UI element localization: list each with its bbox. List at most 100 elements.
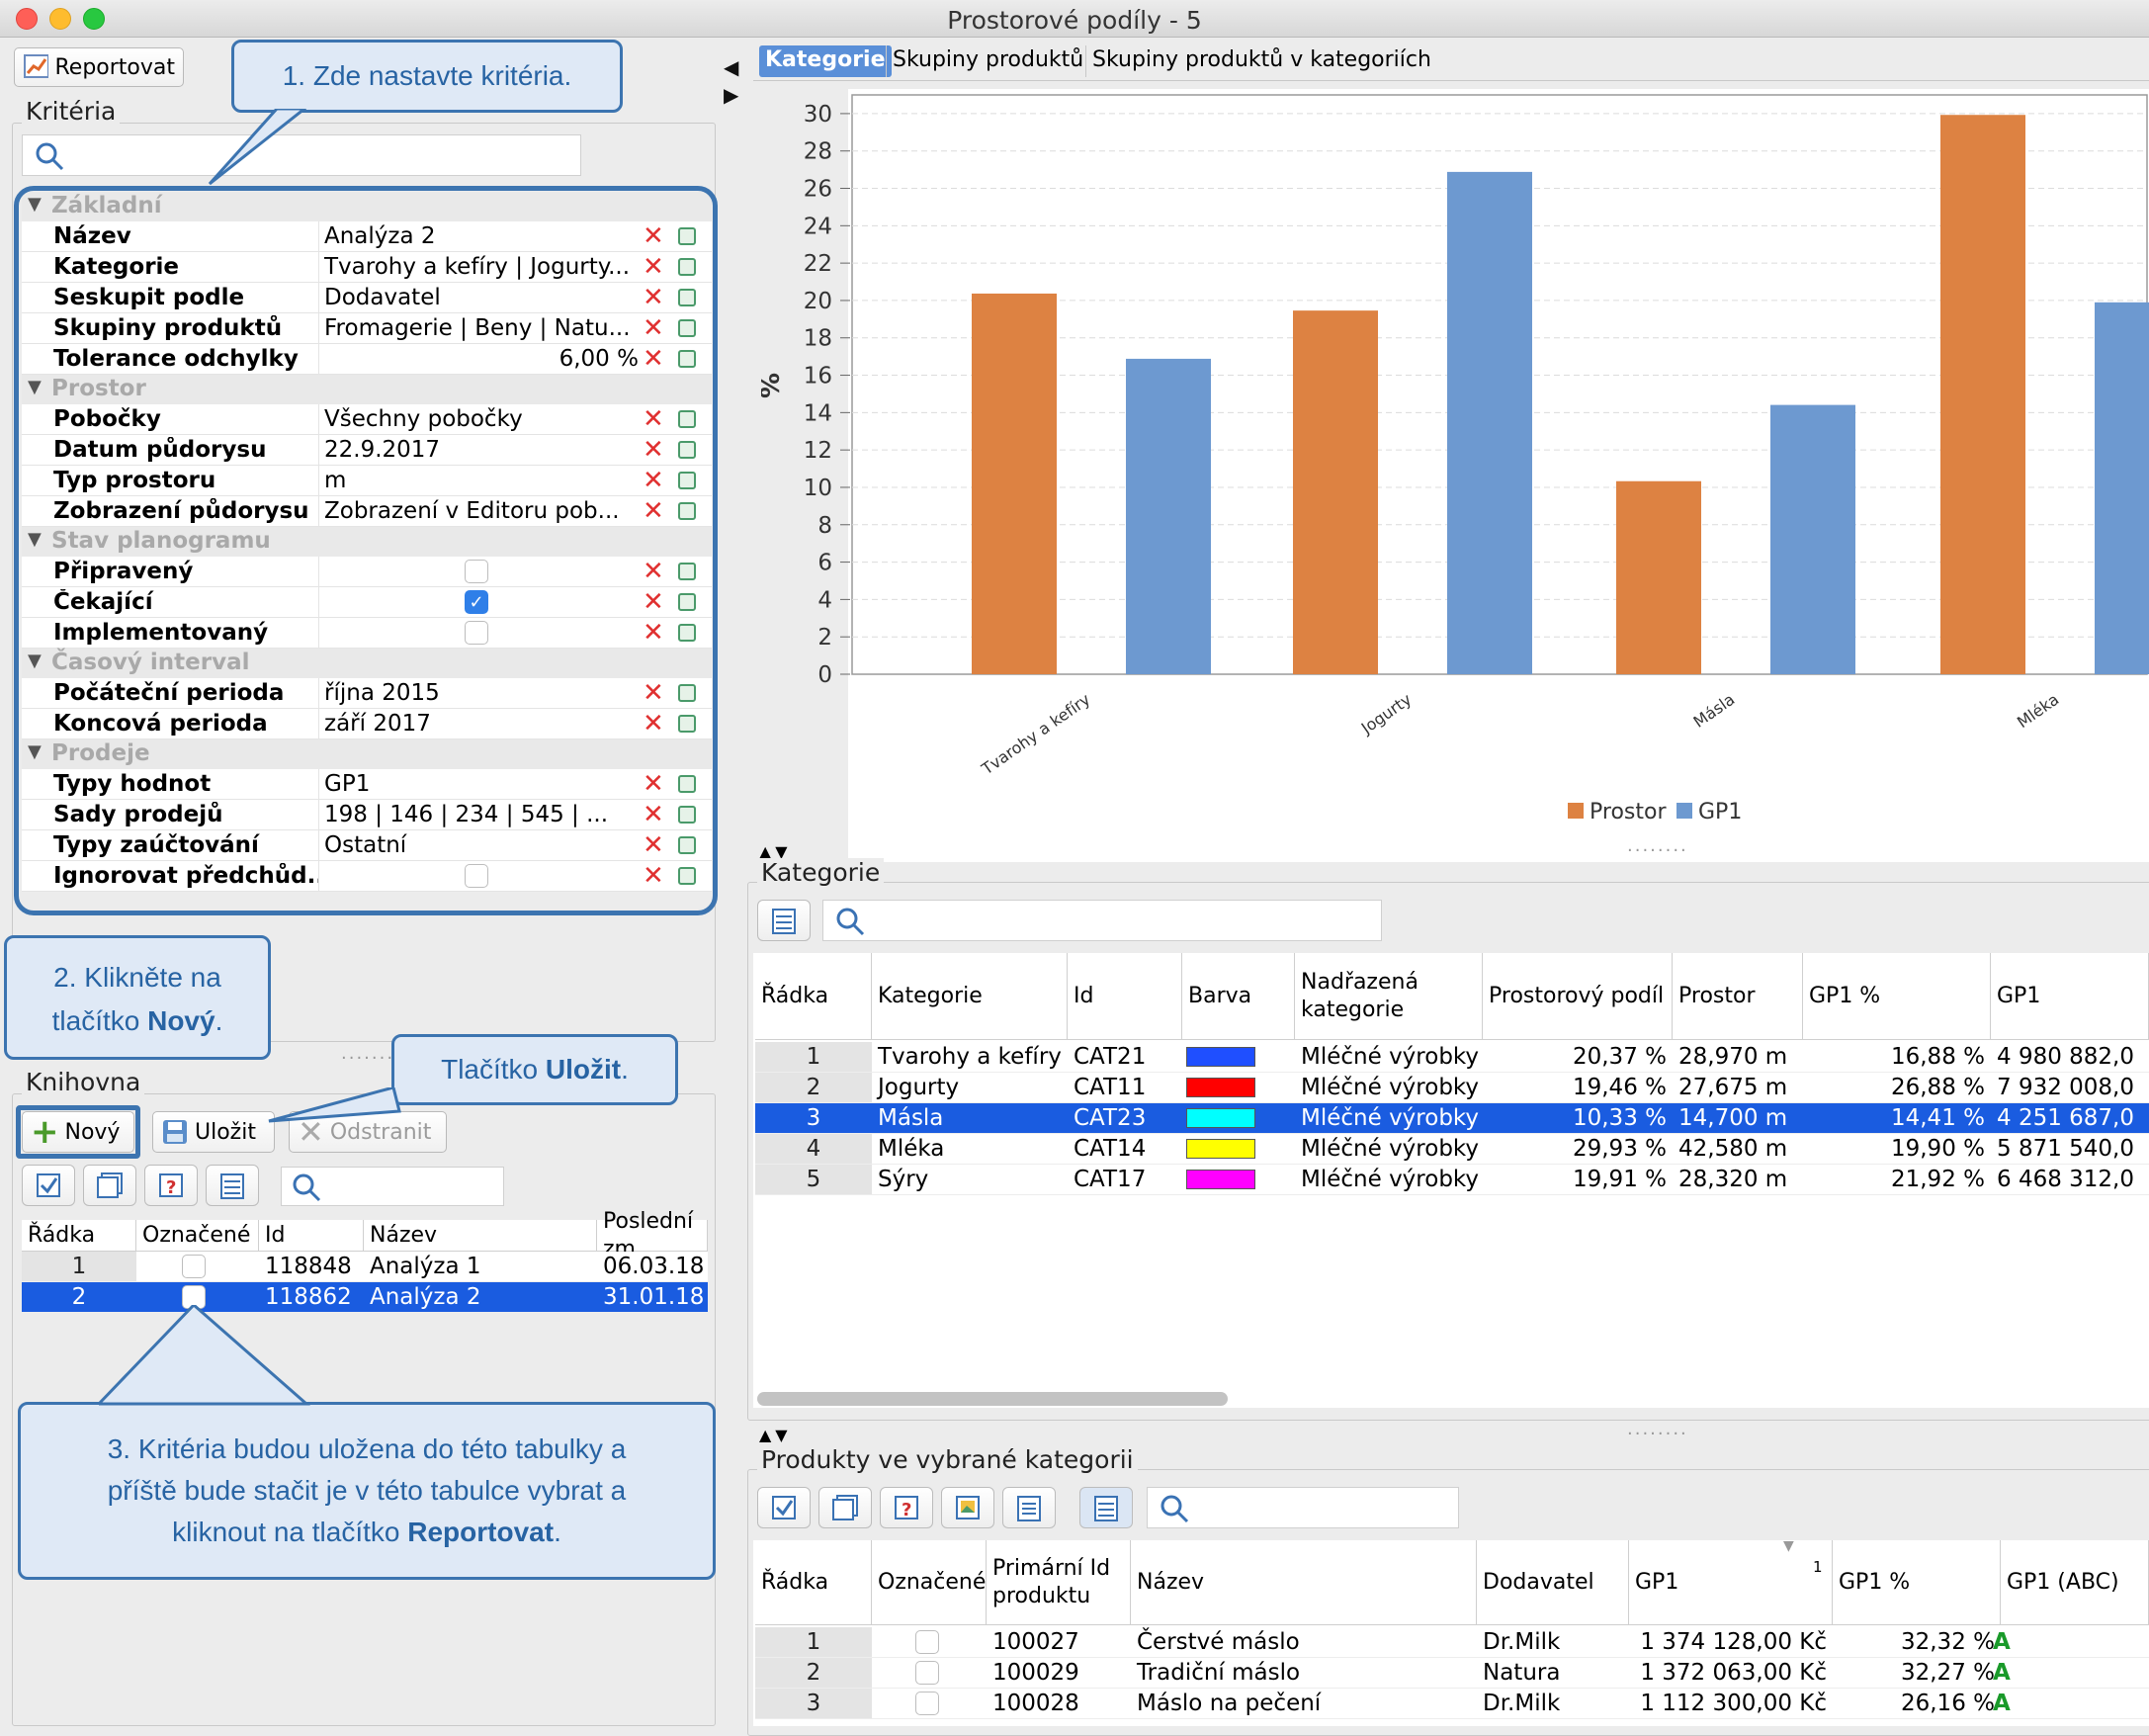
criteria-checkbox[interactable] — [465, 864, 488, 888]
edit-icon[interactable] — [678, 472, 696, 489]
criteria-row[interactable]: Seskupit podle Dodavatel ✕ — [22, 283, 712, 313]
save-button[interactable]: Uložit — [152, 1111, 275, 1153]
clear-x-icon[interactable]: ✕ — [643, 313, 664, 343]
products-list-button[interactable] — [1002, 1487, 1056, 1528]
column-header[interactable]: Primární Id produktu — [987, 1540, 1131, 1624]
products-check-all-button[interactable] — [757, 1487, 811, 1528]
clear-x-icon[interactable]: ✕ — [643, 800, 664, 829]
clear-x-icon[interactable]: ✕ — [643, 466, 664, 495]
products-export-button[interactable] — [1079, 1487, 1133, 1528]
splitter-handle[interactable]: ········ — [1627, 840, 1688, 861]
criteria-section-header[interactable]: ▼ Časový interval — [22, 649, 712, 678]
invert-selection-button[interactable]: ? — [144, 1165, 198, 1206]
criteria-row[interactable]: Typy hodnot GP1 ✕ — [22, 769, 712, 800]
edit-icon[interactable] — [678, 684, 696, 702]
column-header[interactable]: Prostor — [1673, 953, 1803, 1039]
column-header[interactable]: Název — [364, 1220, 597, 1251]
column-header[interactable]: Řádka — [22, 1220, 136, 1251]
expand-triangle-icon[interactable]: ▼ — [28, 651, 42, 671]
edit-icon[interactable] — [678, 502, 696, 520]
column-header[interactable]: GP1 % — [1833, 1540, 2001, 1624]
column-header[interactable]: Název — [1131, 1540, 1477, 1624]
clear-x-icon[interactable]: ✕ — [643, 252, 664, 282]
criteria-row[interactable]: Typy zaúčtování Ostatní ✕ — [22, 830, 712, 861]
column-header[interactable]: Id — [259, 1220, 364, 1251]
criteria-section-header[interactable]: ▼ Stav planogramu — [22, 527, 712, 557]
criteria-checkbox[interactable]: ✓ — [465, 590, 488, 614]
clear-x-icon[interactable]: ✕ — [643, 344, 664, 374]
minimize-window-button[interactable] — [49, 8, 71, 30]
edit-icon[interactable] — [678, 410, 696, 428]
bar-prostor-0[interactable] — [972, 293, 1057, 674]
column-header[interactable]: Dodavatel — [1477, 1540, 1629, 1624]
clear-x-icon[interactable]: ✕ — [643, 769, 664, 799]
criteria-value[interactable]: 6,00 % — [559, 346, 639, 372]
clear-x-icon[interactable]: ✕ — [643, 496, 664, 526]
categories-search-input[interactable] — [822, 900, 1382, 941]
column-header[interactable]: Označené — [136, 1220, 259, 1251]
edit-icon[interactable] — [678, 289, 696, 306]
criteria-checkbox[interactable] — [465, 621, 488, 645]
column-header[interactable]: GP1 — [1991, 953, 2149, 1039]
column-header[interactable]: Řádka — [755, 1540, 872, 1624]
edit-icon[interactable] — [678, 258, 696, 276]
bar-gp1-1[interactable] — [1447, 171, 1532, 674]
criteria-section-header[interactable]: ▼ Prostor — [22, 375, 712, 404]
products-picture-button[interactable] — [941, 1487, 994, 1528]
bar-prostor-1[interactable] — [1293, 310, 1378, 674]
check-all-button[interactable] — [22, 1165, 75, 1206]
column-header[interactable]: Označené — [872, 1540, 987, 1624]
edit-icon[interactable] — [678, 867, 696, 885]
library-search-input[interactable] — [281, 1167, 504, 1206]
criteria-row[interactable]: Koncová perioda září 2017 ✕ — [22, 709, 712, 739]
table-row[interactable]: 2 118862 Analýza 2 31.01.18 — [22, 1282, 708, 1313]
edit-icon[interactable] — [678, 563, 696, 580]
products-uncheck-all-button[interactable] — [818, 1487, 872, 1528]
criteria-row[interactable]: Tolerance odchylky 6,00 % ✕ — [22, 344, 712, 375]
categories-export-button[interactable] — [757, 900, 811, 941]
column-header[interactable]: GP1 % — [1803, 953, 1991, 1039]
bar-gp1-0[interactable] — [1126, 358, 1211, 674]
bar-prostor-2[interactable] — [1616, 480, 1701, 674]
criteria-row[interactable]: Skupiny produktů Fromagerie | Beny | Natu… — [22, 313, 712, 344]
clear-x-icon[interactable]: ✕ — [643, 678, 664, 708]
edit-icon[interactable] — [678, 350, 696, 368]
edit-icon[interactable] — [678, 836, 696, 854]
table-row[interactable]: 3 100028 Máslo na pečení Dr.Milk 1 112 300,0… — [755, 1689, 2149, 1719]
edit-icon[interactable] — [678, 715, 696, 733]
row-checkbox[interactable] — [915, 1630, 939, 1654]
bar-gp1-3[interactable] — [2095, 302, 2149, 674]
splitter-handle[interactable]: ········ — [1627, 1424, 1688, 1444]
clear-x-icon[interactable]: ✕ — [643, 435, 664, 465]
column-header[interactable]: GP1 — [1629, 1540, 1833, 1624]
column-header[interactable]: Kategorie — [872, 953, 1068, 1039]
criteria-section-header[interactable]: ▼ Základní — [22, 192, 712, 221]
table-row[interactable]: 1 100027 Čerstvé máslo Dr.Milk 1 374 128,00 … — [755, 1627, 2149, 1658]
criteria-search-input[interactable] — [22, 134, 581, 176]
edit-icon[interactable] — [678, 441, 696, 459]
criteria-row[interactable]: Datum půdorysu 22.9.2017 ✕ — [22, 435, 712, 466]
column-header[interactable]: Prostorový podíl — [1483, 953, 1673, 1039]
clear-x-icon[interactable]: ✕ — [643, 861, 664, 891]
clear-x-icon[interactable]: ✕ — [643, 587, 664, 617]
edit-icon[interactable] — [678, 624, 696, 642]
criteria-row[interactable]: Počáteční perioda října 2015 ✕ — [22, 678, 712, 709]
criteria-row[interactable]: Kategorie Tvarohy a kefíry | Jogurty... ✕ — [22, 252, 712, 283]
expand-triangle-icon[interactable]: ▼ — [28, 377, 42, 397]
uncheck-all-button[interactable] — [83, 1165, 136, 1206]
criteria-row[interactable]: Sady prodejů 198 | 146 | 234 | 545 | ... ✕ — [22, 800, 712, 830]
table-row[interactable]: 1 Tvarohy a kefíry CAT21 Mléčné výrobky 20,3… — [755, 1042, 2149, 1073]
edit-icon[interactable] — [678, 806, 696, 824]
column-header[interactable]: Nadřazená kategorie — [1295, 953, 1483, 1039]
horizontal-scrollbar[interactable] — [757, 1392, 1228, 1406]
criteria-row[interactable]: Připravený ✕ — [22, 557, 712, 587]
column-header[interactable]: GP1 (ABC) — [2001, 1540, 2149, 1624]
criteria-row[interactable]: Pobočky Všechny pobočky ✕ — [22, 404, 712, 435]
clear-x-icon[interactable]: ✕ — [643, 709, 664, 738]
criteria-row[interactable]: Zobrazení půdorysu Zobrazení v Editoru po… — [22, 496, 712, 527]
table-row[interactable]: 2 100029 Tradiční máslo Natura 1 372 063,00 … — [755, 1658, 2149, 1689]
clear-x-icon[interactable]: ✕ — [643, 283, 664, 312]
criteria-row[interactable]: Implementovaný ✕ — [22, 618, 712, 649]
criteria-checkbox[interactable] — [465, 560, 488, 583]
collapse-arrows[interactable]: ◀ ▶ — [724, 55, 739, 107]
